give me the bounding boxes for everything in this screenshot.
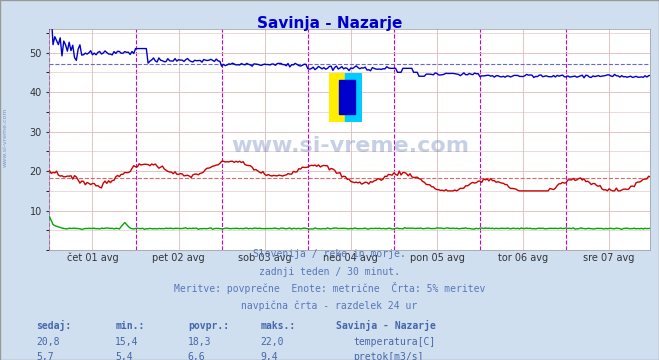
Text: min.:: min.: <box>115 321 145 332</box>
Text: Meritve: povprečne  Enote: metrične  Črta: 5% meritev: Meritve: povprečne Enote: metrične Črta:… <box>174 282 485 294</box>
Text: 6,6: 6,6 <box>188 352 206 360</box>
Text: temperatura[C]: temperatura[C] <box>353 337 436 347</box>
Bar <box>339 80 355 114</box>
Text: 18,3: 18,3 <box>188 337 212 347</box>
Text: 22,0: 22,0 <box>260 337 284 347</box>
Text: www.si-vreme.com: www.si-vreme.com <box>231 136 469 156</box>
Text: Savinja - Nazarje: Savinja - Nazarje <box>257 16 402 31</box>
Text: sedaj:: sedaj: <box>36 320 71 332</box>
Text: 9,4: 9,4 <box>260 352 278 360</box>
Text: Savinja - Nazarje: Savinja - Nazarje <box>336 320 436 332</box>
Text: maks.:: maks.: <box>260 321 295 332</box>
Text: pretok[m3/s]: pretok[m3/s] <box>353 352 424 360</box>
Text: www.si-vreme.com: www.si-vreme.com <box>3 107 8 167</box>
Bar <box>345 73 362 122</box>
Bar <box>329 73 345 122</box>
Text: zadnji teden / 30 minut.: zadnji teden / 30 minut. <box>259 267 400 277</box>
Text: povpr.:: povpr.: <box>188 321 229 332</box>
Text: 5,4: 5,4 <box>115 352 133 360</box>
Text: Slovenija / reke in morje.: Slovenija / reke in morje. <box>253 249 406 260</box>
Text: 5,7: 5,7 <box>36 352 54 360</box>
Text: 20,8: 20,8 <box>36 337 60 347</box>
Text: 15,4: 15,4 <box>115 337 139 347</box>
Text: navpična črta - razdelek 24 ur: navpična črta - razdelek 24 ur <box>241 301 418 311</box>
